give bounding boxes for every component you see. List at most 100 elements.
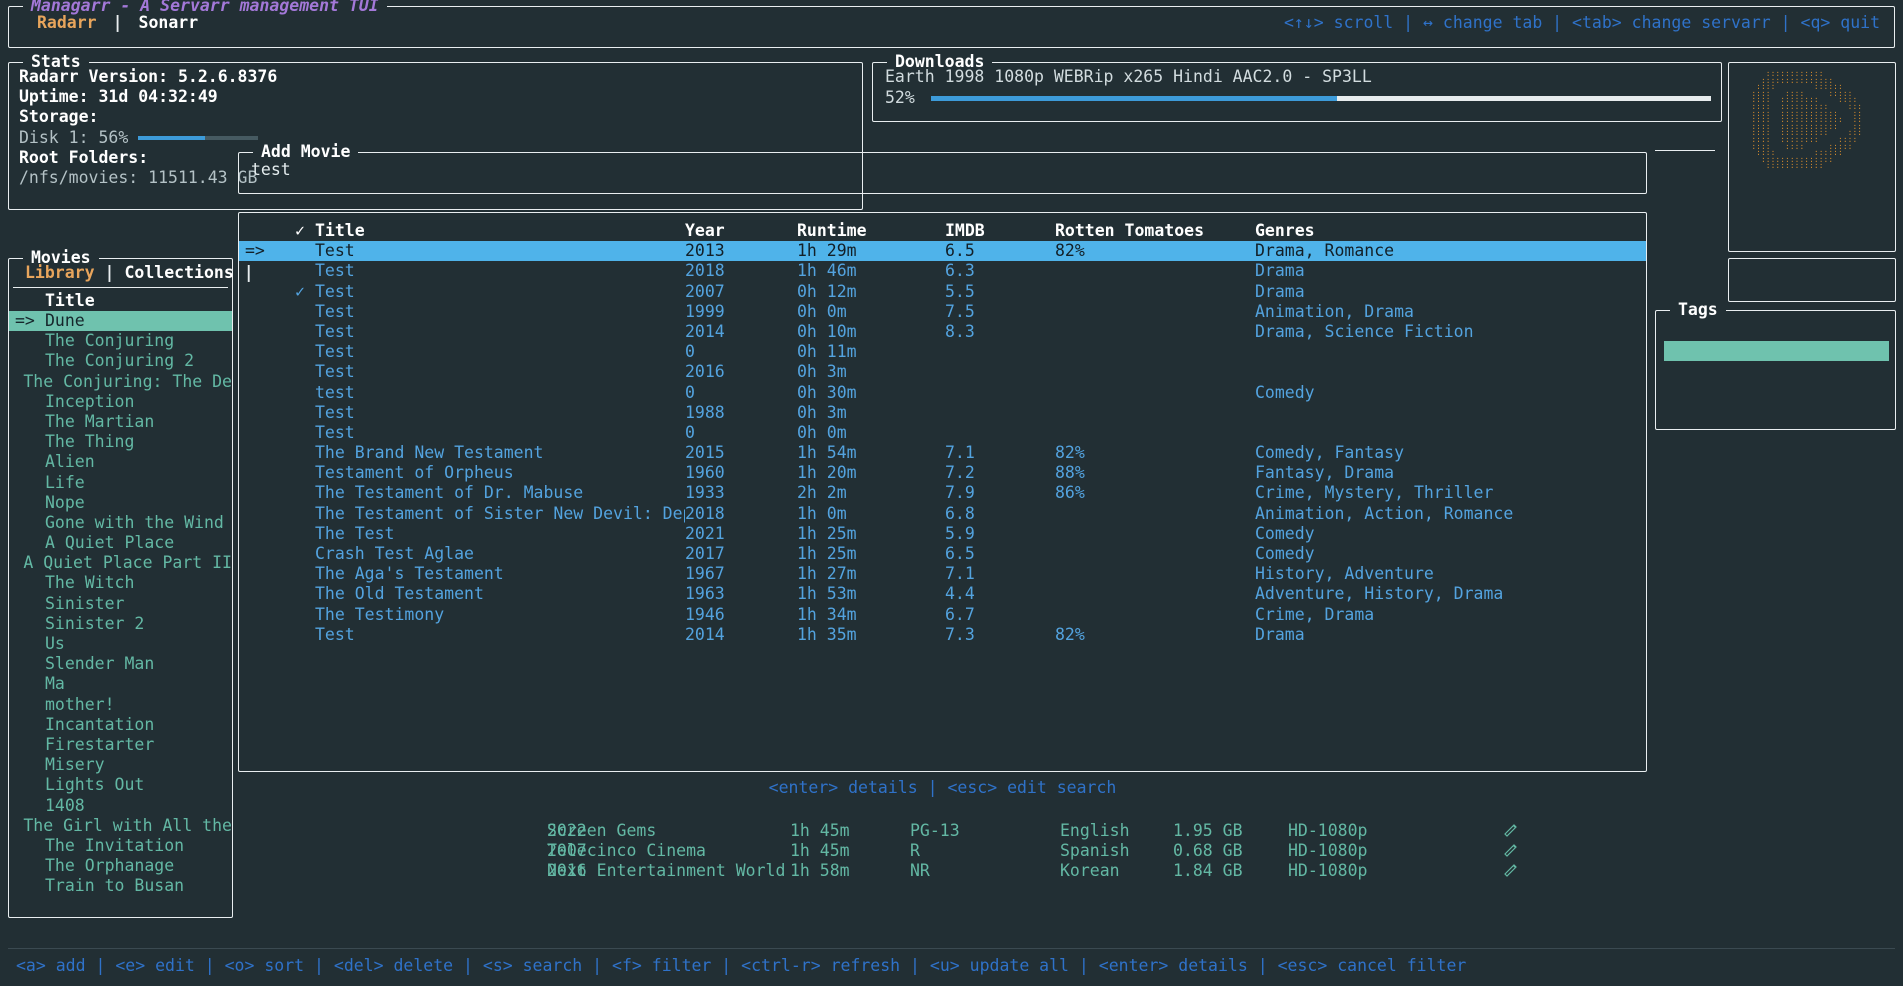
sidebar-movie-item[interactable]: Alien — [9, 452, 232, 472]
sidebar-movie-item[interactable]: Incantation — [9, 715, 232, 735]
sidebar-movie-item[interactable]: Sinister 2 — [9, 614, 232, 634]
download-progress-row: 52% — [885, 88, 1711, 108]
sidebar-movie-item[interactable]: The Orphanage — [9, 856, 232, 876]
sidebar-movie-item[interactable]: The Thing — [9, 432, 232, 452]
sidebar-movie-item[interactable]: Inception — [9, 392, 232, 412]
results-table-row[interactable]: Test 0 0h 11m — [239, 342, 1646, 362]
sidebar-movie-item[interactable]: Ma — [9, 674, 232, 694]
detail-runtime: 1h 45m — [790, 841, 850, 861]
sidebar-movie-item[interactable]: Us — [9, 634, 232, 654]
sidebar-movie-item[interactable]: Gone with the Wind — [9, 513, 232, 533]
results-table-row[interactable]: The Test 2021 1h 25m 5.9 Comedy — [239, 524, 1646, 544]
results-table-row[interactable]: Test 1999 0h 0m 7.5 Animation, Drama — [239, 302, 1646, 322]
sidebar-movie-title: A Quiet Place — [45, 533, 175, 553]
sidebar-movie-item[interactable]: Train to Busan — [9, 876, 232, 896]
results-table-row[interactable]: => Test 2013 1h 29m 6.5 82% Drama, Romance — [239, 241, 1646, 262]
sidebar-movie-title: Us — [45, 634, 65, 653]
results-table-row[interactable]: Crash Test Aglae 2017 1h 25m 6.5 Comedy — [239, 544, 1646, 564]
sidebar-movie-item[interactable]: Life — [9, 473, 232, 493]
row-runtime: 1h 34m — [797, 604, 857, 624]
movies-list-header: Title — [45, 291, 95, 310]
row-title: The Testimony — [315, 604, 445, 624]
stats-title: Stats — [23, 52, 89, 72]
detail-rating: R — [910, 841, 920, 861]
sidebar-movie-item[interactable]: The Invitation — [9, 836, 232, 856]
sidebar-movie-item[interactable]: Slender Man — [9, 654, 232, 674]
movies-list[interactable]: => Dune The Conjuring The Conjuring 2 The Co… — [9, 311, 232, 915]
disk-usage-row: Disk 1: 56% — [19, 128, 856, 148]
row-year: 0 — [685, 342, 695, 362]
row-runtime: 1h 46m — [797, 261, 857, 281]
row-imdb: 5.5 — [945, 281, 975, 301]
sidebar-movie-item[interactable]: A Quiet Place — [9, 533, 232, 553]
row-genres: Drama, Science Fiction — [1255, 321, 1474, 341]
sidebar-movie-item[interactable]: mother! — [9, 695, 232, 715]
sidebar-movie-title: mother! — [45, 694, 115, 714]
row-title: Test — [315, 261, 355, 281]
stats-version-row: Radarr Version: 5.2.6.8376 — [19, 67, 856, 87]
tag-chip[interactable] — [1664, 341, 1889, 361]
sidebar-movie-title: The Invitation — [45, 835, 185, 855]
sidebar-movie-item[interactable]: Misery — [9, 755, 232, 775]
row-runtime: 0h 30m — [797, 382, 857, 402]
sidebar-movie-item[interactable]: Sinister — [9, 594, 232, 614]
sidebar-movie-item[interactable]: Firestarter — [9, 735, 232, 755]
sidebar-cursor-icon: => — [15, 311, 35, 330]
add-movie-title: Add Movie — [253, 142, 359, 162]
row-title: Test — [315, 362, 355, 382]
row-year: 0 — [685, 382, 695, 402]
storage-label: Storage: — [19, 107, 99, 127]
detail-rating: NR — [910, 861, 930, 881]
add-movie-search-input[interactable]: test — [251, 160, 291, 179]
results-table-row[interactable]: Test 2014 0h 10m 8.3 Drama, Science Fiction — [239, 322, 1646, 342]
results-table-row[interactable]: The Testimony 1946 1h 34m 6.7 Crime, Drama — [239, 605, 1646, 625]
sidebar-movie-item[interactable]: 1408 — [9, 796, 232, 816]
add-movie-search-panel[interactable]: Add Movie test — [238, 142, 1647, 194]
detail-table-row[interactable]: 2007 Telecinco Cinema 1h 45m R Spanish 0.68 G… — [239, 841, 1646, 861]
movies-tab-separator-end: | — [243, 263, 254, 282]
results-table-row[interactable]: Test 2014 1h 35m 7.3 82% Drama — [239, 625, 1646, 645]
row-rotten-tomatoes: 86% — [1055, 483, 1085, 503]
sidebar-movie-item[interactable]: The Girl with All the — [9, 816, 232, 836]
sidebar-movie-item[interactable]: The Martian — [9, 412, 232, 432]
row-genres: Drama — [1255, 261, 1305, 281]
sidebar-movie-item[interactable]: Lights Out — [9, 775, 232, 795]
tags-panel: Tags — [1655, 300, 1896, 430]
tab-collections[interactable]: Collections — [124, 263, 234, 282]
detail-table-row[interactable]: 2022 Screen Gems 1h 45m PG-13 English 1.95 GB… — [239, 821, 1646, 841]
downloads-panel: Downloads Earth 1998 1080p WEBRip x265 H… — [872, 52, 1722, 122]
sidebar-movie-item[interactable]: The Witch — [9, 573, 232, 593]
tab-radarr[interactable]: Radarr — [37, 13, 97, 32]
row-imdb: 7.9 — [945, 483, 975, 503]
sidebar-movie-item[interactable]: The Conjuring — [9, 331, 232, 351]
sidebar-movie-item[interactable]: => Dune — [9, 311, 232, 332]
results-table-row[interactable]: The Aga's Testament 1967 1h 27m 7.1 History,… — [239, 564, 1646, 584]
tab-sonarr[interactable]: Sonarr — [138, 13, 199, 32]
results-table-row[interactable]: Test 2018 1h 46m 6.3 Drama — [239, 261, 1646, 281]
sidebar-movie-item[interactable]: The Conjuring: The De — [9, 372, 232, 392]
sidebar-movie-item[interactable]: A Quiet Place Part II — [9, 553, 232, 573]
results-table-row[interactable]: Test 2016 0h 3m — [239, 362, 1646, 382]
row-imdb: 7.3 — [945, 624, 975, 644]
results-table-row[interactable]: Testament of Orpheus 1960 1h 20m 7.2 88% Fant… — [239, 463, 1646, 483]
results-table-row[interactable]: The Old Testament 1963 1h 53m 4.4 Adventure,… — [239, 584, 1646, 604]
row-genres: Comedy — [1255, 523, 1315, 543]
tab-library[interactable]: Library — [25, 263, 95, 282]
results-table-row[interactable]: test 0 0h 30m Comedy — [239, 383, 1646, 403]
row-imdb: 7.2 — [945, 463, 975, 483]
results-table-row[interactable]: Test 1988 0h 3m — [239, 403, 1646, 423]
row-checkbox: ✓ — [295, 281, 305, 301]
results-table-row[interactable]: The Brand New Testament 2015 1h 54m 7.1 82% C… — [239, 443, 1646, 463]
sidebar-movie-item[interactable]: Nope — [9, 493, 232, 513]
results-table-row[interactable]: Test 0 0h 0m — [239, 423, 1646, 443]
results-table-row[interactable]: ✓ Test 2007 0h 12m 5.5 Drama — [239, 282, 1646, 302]
results-column-header: Title — [315, 221, 365, 240]
results-table-row[interactable]: The Testament of Dr. Mabuse 1933 2h 2m 7.9 8… — [239, 483, 1646, 503]
row-year: 2017 — [685, 544, 725, 563]
sidebar-movie-item[interactable]: The Conjuring 2 — [9, 351, 232, 371]
detail-table-row[interactable]: 2016 Next Entertainment World 1h 58m NR Kore… — [239, 861, 1646, 881]
results-table-row[interactable]: The Testament of Sister New Devil: Depar… — [239, 504, 1646, 524]
movies-title: Movies — [23, 248, 99, 268]
row-rotten-tomatoes: 82% — [1055, 241, 1085, 261]
